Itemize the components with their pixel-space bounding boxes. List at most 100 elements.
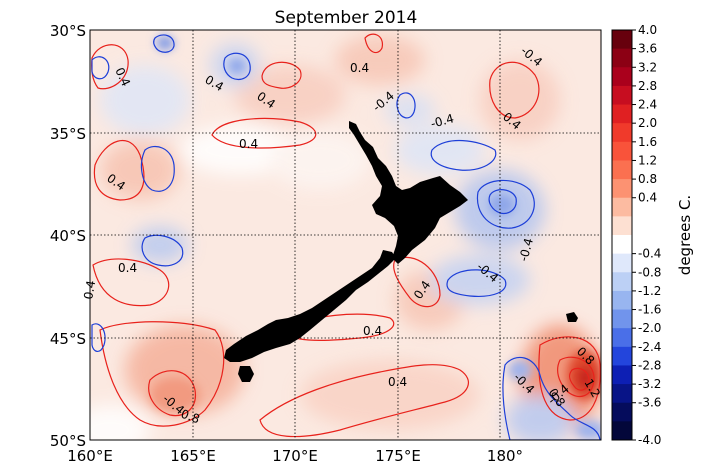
contour-positive xyxy=(393,256,441,308)
colorbar-swatch xyxy=(612,421,632,441)
colorbar-tick-label: 1.2 xyxy=(638,153,657,167)
contour-negative xyxy=(223,52,251,81)
colorbar-tick-label: 1.6 xyxy=(638,135,657,149)
colorbar-ticks: 4.0 3.6 3.2 2.8 2.4 2.0 1.6 1.2 0.8 0.4 -0.4 -0.8 -1… xyxy=(632,23,661,447)
contour-negative xyxy=(488,189,517,215)
contour-negative xyxy=(91,56,110,80)
colorbar-swatch xyxy=(612,141,632,161)
contour-label: -0.4 xyxy=(429,111,455,131)
contour-positive xyxy=(568,367,590,391)
colorbar-tick-label: -4.0 xyxy=(638,433,661,447)
contour-positive xyxy=(557,356,595,398)
colorbar-tick-label: -2.0 xyxy=(638,321,661,335)
colorbar: 4.0 3.6 3.2 2.8 2.4 2.0 1.6 1.2 0.8 0.4 -0.4 -0.8 -1… xyxy=(611,23,694,447)
colorbar-swatch xyxy=(612,346,632,366)
colorbar-tick-label: 3.6 xyxy=(638,42,657,56)
colorbar-tick-label: -2.4 xyxy=(638,340,661,354)
contour-positive xyxy=(148,370,197,417)
colorbar-label: degrees C. xyxy=(676,195,694,275)
south-island xyxy=(224,250,396,362)
contour-label: -0.4 xyxy=(516,237,536,263)
map-frame xyxy=(89,29,602,441)
colorbar-swatch xyxy=(612,30,632,50)
colorbar-tick-label: -1.2 xyxy=(638,284,661,298)
landmass xyxy=(224,121,578,382)
colorbar-swatch xyxy=(612,85,632,106)
colorbar-tick-label: 2.8 xyxy=(638,79,657,93)
contour-negative xyxy=(91,323,106,352)
colorbar-tick-label: -2.8 xyxy=(638,358,661,372)
colorbar-swatch xyxy=(612,290,632,311)
contour-label: 0.8 xyxy=(179,407,202,427)
contour-negative xyxy=(446,269,507,297)
colorbar-swatch xyxy=(612,365,632,385)
colorbar-tick-label: 0.4 xyxy=(638,191,657,205)
contour-positive xyxy=(93,140,145,201)
colorbar-tick-label: 3.2 xyxy=(638,60,657,74)
colorbar-tick-label: 0.8 xyxy=(638,172,657,186)
colorbar-tick-label: 4.0 xyxy=(638,23,657,37)
stewart-island xyxy=(238,366,254,382)
contour-positive xyxy=(489,61,540,119)
colorbar-swatches xyxy=(612,30,632,441)
colorbar-swatch xyxy=(612,104,632,124)
colorbar-swatch xyxy=(612,179,632,199)
colorbar-tick-label: 2.0 xyxy=(638,116,657,130)
colorbar-swatch xyxy=(612,123,632,143)
chatham-islands xyxy=(566,312,578,322)
colorbar-swatch xyxy=(612,67,632,87)
contour-negative xyxy=(153,34,175,53)
colorbar-swatch xyxy=(612,272,632,292)
colorbar-swatch xyxy=(612,197,632,217)
lon-label: 160°E xyxy=(67,447,113,465)
contour-label: 0.4 xyxy=(363,324,382,338)
contour-positive xyxy=(92,258,170,307)
contour-label: 0.4 xyxy=(350,61,369,75)
contour-label: 0.4 xyxy=(388,375,407,389)
contour-positive xyxy=(91,44,129,90)
contour-negative xyxy=(141,234,184,267)
colorbar-tick-label: -0.4 xyxy=(638,247,661,261)
colorbar-swatch xyxy=(612,328,632,348)
map-title: September 2014 xyxy=(275,8,418,28)
lon-label: 175°E xyxy=(375,447,421,465)
colorbar-tick-label: -0.8 xyxy=(638,265,661,279)
colorbar-tick-label: -1.6 xyxy=(638,303,661,317)
colorbar-tick-label: -3.2 xyxy=(638,377,661,391)
contour-positive xyxy=(211,117,317,149)
colorbar-swatch xyxy=(612,235,632,255)
contour-positive xyxy=(259,364,470,438)
contour-negative xyxy=(396,92,416,119)
lat-label: 45°S xyxy=(50,330,86,348)
north-island xyxy=(349,121,468,264)
contour-negative xyxy=(502,356,601,440)
contour-label: 0.4 xyxy=(118,261,137,275)
contour-negative xyxy=(430,139,497,171)
colorbar-tick-label: -3.6 xyxy=(638,396,661,410)
colorbar-swatch xyxy=(612,160,632,180)
contour-positive xyxy=(99,321,225,427)
lat-label: 40°S xyxy=(50,227,86,245)
colorbar-swatch xyxy=(612,216,632,236)
contour-negative xyxy=(140,145,175,192)
lat-label: 35°S xyxy=(50,125,86,143)
colorbar-swatch xyxy=(612,48,632,68)
contour-positive xyxy=(364,33,384,54)
lon-label: 180° xyxy=(487,447,523,465)
lat-label: 30°S xyxy=(50,22,86,40)
colorbar-swatch xyxy=(612,253,632,273)
lon-label: 170°E xyxy=(272,447,318,465)
contour-label: 0.4 xyxy=(239,137,258,151)
colorbar-frame xyxy=(611,29,633,441)
contour-positive xyxy=(261,61,302,89)
latitude-labels: 30°S 35°S 40°S 45°S 50°S xyxy=(50,22,86,450)
colorbar-tick-label: 2.4 xyxy=(638,98,657,112)
colorbar-swatch xyxy=(612,384,632,404)
lon-label: 165°E xyxy=(170,447,216,465)
contour-positive xyxy=(279,313,395,341)
lat-label: 50°S xyxy=(50,432,86,450)
longitude-labels: 160°E 165°E 170°E 175°E 180° xyxy=(67,447,523,465)
colorbar-swatch xyxy=(612,309,632,329)
colorbar-swatch xyxy=(612,402,632,422)
